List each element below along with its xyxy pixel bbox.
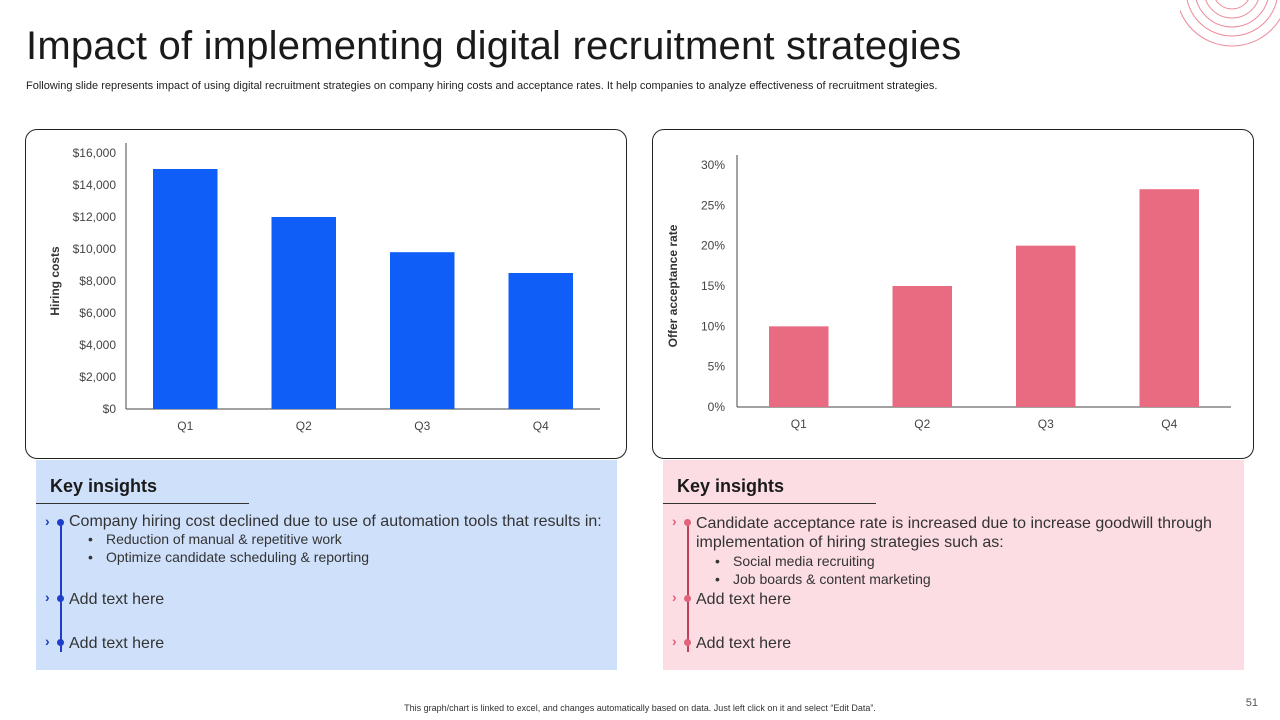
insight-text: Add text here [69,635,165,652]
bullet-dot-icon [57,595,64,602]
x-tick-label: Q4 [533,419,549,433]
insight-sub-item: Social media recruiting [715,552,931,570]
insight-sub-list: Social media recruiting Job boards & con… [715,552,931,588]
bar [1016,245,1076,407]
y-tick-label: $16,000 [73,146,117,160]
x-tick-label: Q3 [1038,417,1054,431]
y-axis-title: Offer acceptance rate [666,224,680,347]
bullet-dot-icon [684,519,691,526]
bar [390,252,455,409]
x-tick-label: Q1 [791,417,807,431]
y-tick-label: $2,000 [79,370,116,384]
chevron-right-icon: › [672,589,677,605]
y-tick-label: $14,000 [73,178,117,192]
x-tick-label: Q2 [296,419,312,433]
hiring-cost-insights: Key insights › Company hiring cost decli… [36,460,617,670]
hiring-cost-chart: $0 $2,000 $4,000 $6,000 $8,000 $10,000 $12,000… [48,143,600,433]
insight-marker: › [45,589,69,605]
y-tick-label: 5% [708,360,726,374]
chevron-right-icon: › [45,633,50,649]
insight-sub-item: Optimize candidate scheduling & reportin… [88,548,369,566]
bar [271,217,336,409]
insight-sub-item: Reduction of manual & repetitive work [88,530,369,548]
bullet-dot-icon [684,639,691,646]
chevron-right-icon: › [672,633,677,649]
bullet-dot-icon [57,639,64,646]
insights-title: Key insights [677,476,785,496]
insight-text-continued: implementation of hiring strategies such… [696,534,1004,551]
bullet-dot-icon [57,519,64,526]
y-tick-label: 15% [701,279,725,293]
chevron-right-icon: › [45,589,50,605]
bar [1139,189,1199,407]
y-tick-label: $4,000 [79,338,116,352]
acceptance-rate-chart: 0% 5% 10% 15% 20% 25% 30% Q1 Q2 Q3 Q4 Offer accepta… [666,155,1231,431]
insights-timeline [687,520,689,652]
y-tick-label: 0% [708,400,726,414]
y-tick-label: 20% [701,239,725,253]
page-title: Impact of implementing digital recruitme… [26,24,962,68]
chevron-right-icon: › [45,513,50,529]
insight-marker: › [45,633,69,649]
insights-divider [36,503,249,504]
page-number: 51 [1245,697,1258,709]
insights-timeline [60,520,62,652]
insight-marker: › [672,589,696,605]
bar [892,286,952,407]
insight-marker: › [45,513,69,529]
x-tick-label: Q2 [914,417,930,431]
y-tick-label: 10% [701,319,725,333]
insights-divider [663,503,876,504]
y-tick-label: $6,000 [79,306,116,320]
y-tick-label: 25% [701,198,725,212]
acceptance-rate-chart-card: 0% 5% 10% 15% 20% 25% 30% Q1 Q2 Q3 Q4 Offer accepta… [652,129,1254,459]
page-subtitle: Following slide represents impact of usi… [26,80,938,92]
insights-title: Key insights [50,476,158,496]
y-tick-label: $10,000 [73,242,117,256]
insight-sub-list: Reduction of manual & repetitive work Op… [88,530,369,566]
bar [153,169,218,409]
bullet-dot-icon [684,595,691,602]
insight-text: Candidate acceptance rate is increased d… [696,515,1212,532]
decorative-rings [1180,0,1280,47]
footer-note: This graph/chart is linked to excel, and… [404,703,876,713]
insight-text: Add text here [696,635,792,652]
y-axis-title: Hiring costs [48,246,62,316]
x-tick-label: Q1 [177,419,193,433]
bar [769,326,829,407]
y-tick-label: $12,000 [73,210,117,224]
insight-text: Add text here [69,591,165,608]
hiring-cost-chart-card: $0 $2,000 $4,000 $6,000 $8,000 $10,000 $12,000… [25,129,627,459]
y-tick-label: $8,000 [79,274,116,288]
y-tick-label: $0 [103,402,117,416]
insight-marker: › [672,633,696,649]
insight-sub-item: Job boards & content marketing [715,570,931,588]
insight-marker: › [672,513,696,529]
y-tick-label: 30% [701,158,725,172]
insight-text: Company hiring cost declined due to use … [69,513,602,530]
acceptance-rate-insights: Key insights › Candidate acceptance rate… [663,460,1244,670]
insight-text: Add text here [696,591,792,608]
chevron-right-icon: › [672,513,677,529]
x-tick-label: Q4 [1161,417,1177,431]
x-tick-label: Q3 [414,419,430,433]
bar [508,273,573,409]
